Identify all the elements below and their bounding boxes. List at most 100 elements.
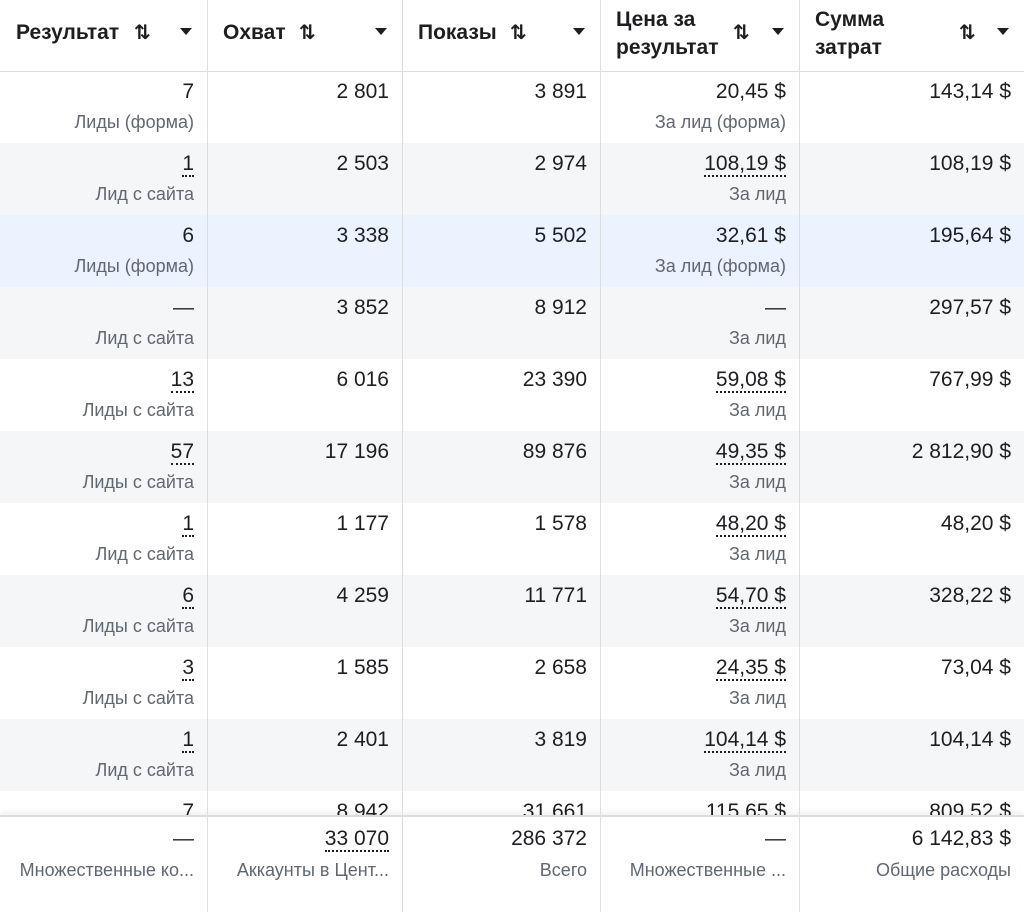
- result-label: Лид с сайта: [95, 760, 195, 780]
- result-value[interactable]: 1: [182, 152, 194, 177]
- sort-arrows-icon[interactable]: ⇅: [134, 22, 151, 44]
- table-row[interactable]: 1 Лид с сайта 1 177 1 578 48,20 $ За лид 48,20…: [0, 503, 1024, 575]
- sort-arrows-icon[interactable]: ⇅: [959, 22, 976, 44]
- amount-spent-value: 73,04 $: [940, 656, 1011, 679]
- impressions-cell: 2 658: [402, 647, 600, 719]
- cost-per-result-value[interactable]: 49,35 $: [715, 440, 786, 465]
- amount-spent-value: 195,64 $: [929, 224, 1011, 247]
- amount-spent-cell: 767,99 $: [799, 359, 1024, 431]
- caret-down-icon[interactable]: [997, 28, 1009, 35]
- table-row[interactable]: 3 Лиды с сайта 1 585 2 658 24,35 $ За лид 73,0…: [0, 647, 1024, 719]
- cost-per-result-cell: 48,20 $ За лид: [600, 503, 799, 575]
- result-cell: 1 Лид с сайта: [0, 503, 207, 575]
- cost-per-result-value[interactable]: 104,14 $: [704, 728, 786, 753]
- caret-down-icon[interactable]: [180, 28, 192, 35]
- reach-value: 3 852: [336, 296, 389, 319]
- table-row[interactable]: 6 Лиды с сайта 4 259 11 771 54,70 $ За лид 328…: [0, 575, 1024, 647]
- total-spend-label: Общие расходы: [875, 860, 1011, 880]
- amount-spent-value: 104,14 $: [929, 728, 1011, 751]
- column-header-impressions[interactable]: Показы ⇅: [402, 0, 600, 71]
- cost-per-result-value[interactable]: 48,20 $: [715, 512, 786, 537]
- column-header-amount-spent[interactable]: Сумма затрат ⇅: [799, 0, 1024, 71]
- column-divider[interactable]: [600, 0, 601, 912]
- amount-spent-cell: 328,22 $: [799, 575, 1024, 647]
- total-impressions-value: 286 372: [511, 827, 587, 850]
- result-cell: 13 Лиды с сайта: [0, 359, 207, 431]
- column-title: Охват: [223, 21, 286, 44]
- total-impressions-label: Всего: [539, 860, 587, 880]
- column-divider[interactable]: [402, 0, 403, 912]
- sort-arrows-icon[interactable]: ⇅: [299, 22, 316, 44]
- column-divider[interactable]: [799, 0, 800, 912]
- caret-down-icon[interactable]: [573, 28, 585, 35]
- result-value: 6: [182, 224, 194, 247]
- amount-spent-cell: 143,14 $: [799, 71, 1024, 143]
- total-result-label: Множественные ко...: [19, 860, 194, 880]
- table-row[interactable]: — Лид с сайта 3 852 8 912 — За лид 297,57 $: [0, 287, 1024, 359]
- cost-per-result-value[interactable]: 59,08 $: [715, 368, 786, 393]
- reach-value: 6 016: [336, 368, 389, 391]
- sort-arrows-icon[interactable]: ⇅: [733, 22, 750, 44]
- cost-per-result-cell: 104,14 $ За лид: [600, 719, 799, 791]
- total-cpr-value: —: [765, 827, 786, 850]
- column-header-cost-per-result[interactable]: Цена за результат ⇅: [600, 0, 799, 71]
- impressions-value: 2 658: [534, 656, 587, 679]
- cost-per-result-cell: 54,70 $ За лид: [600, 575, 799, 647]
- result-cell: 7: [0, 791, 207, 863]
- cost-per-result-label: За лид: [729, 400, 786, 420]
- column-title: Сумма затрат: [815, 8, 885, 59]
- total-reach-cell: 33 070 Аккаунты в Цент...: [207, 817, 402, 912]
- result-label: Лид с сайта: [95, 544, 195, 564]
- impressions-value: 23 390: [522, 368, 587, 391]
- table-row[interactable]: 1 Лид с сайта 2 503 2 974 108,19 $ За лид 108,…: [0, 143, 1024, 215]
- amount-spent-cell: 73,04 $: [799, 647, 1024, 719]
- caret-down-icon[interactable]: [772, 28, 784, 35]
- impressions-value: 3 891: [534, 80, 587, 103]
- result-cell: 3 Лиды с сайта: [0, 647, 207, 719]
- result-value[interactable]: 1: [182, 728, 194, 753]
- result-value[interactable]: 1: [182, 512, 194, 537]
- column-divider[interactable]: [207, 0, 208, 912]
- reach-value: 1 177: [336, 512, 389, 535]
- sort-arrows-icon[interactable]: ⇅: [510, 22, 527, 44]
- result-cell: 57 Лиды с сайта: [0, 431, 207, 503]
- table-row[interactable]: 6 Лиды (форма) 3 338 5 502 32,61 $ За лид (фо…: [0, 215, 1024, 287]
- cost-per-result-value[interactable]: 54,70 $: [715, 584, 786, 609]
- reach-cell: 6 016: [207, 359, 402, 431]
- cost-per-result-label: За лид: [729, 688, 786, 708]
- result-cell: 1 Лид с сайта: [0, 143, 207, 215]
- amount-spent-value: 108,19 $: [929, 152, 1011, 175]
- cost-per-result-value[interactable]: 108,19 $: [704, 152, 786, 177]
- impressions-value: 8 912: [534, 296, 587, 319]
- reach-value: 4 259: [336, 584, 389, 607]
- result-label: Лид с сайта: [95, 184, 195, 204]
- table-row[interactable]: 7 Лиды (форма) 2 801 3 891 20,45 $ За лид (фо…: [0, 71, 1024, 143]
- impressions-cell: 1 578: [402, 503, 600, 575]
- result-value[interactable]: 13: [170, 368, 194, 393]
- impressions-value: 5 502: [534, 224, 587, 247]
- table-row[interactable]: 1 Лид с сайта 2 401 3 819 104,14 $ За лид 104,…: [0, 719, 1024, 791]
- column-header-result[interactable]: Результат ⇅: [0, 0, 207, 71]
- amount-spent-value: 48,20 $: [940, 512, 1011, 535]
- result-value[interactable]: 3: [182, 656, 194, 681]
- result-value[interactable]: 57: [170, 440, 194, 465]
- impressions-cell: 3 819: [402, 719, 600, 791]
- cost-per-result-value[interactable]: 24,35 $: [715, 656, 786, 681]
- total-cpr-cell: — Множественные ...: [600, 817, 799, 912]
- result-cell: — Лид с сайта: [0, 287, 207, 359]
- reach-cell: 4 259: [207, 575, 402, 647]
- total-reach-value[interactable]: 33 070: [324, 827, 389, 852]
- caret-down-icon[interactable]: [375, 28, 387, 35]
- column-header-reach[interactable]: Охват ⇅: [207, 0, 402, 71]
- cost-per-result-label: За лид: [729, 184, 786, 204]
- table-row[interactable]: 57 Лиды с сайта 17 196 89 876 49,35 $ За лид 2…: [0, 431, 1024, 503]
- result-label: Лиды с сайта: [82, 688, 194, 708]
- amount-spent-cell: 104,14 $: [799, 719, 1024, 791]
- result-value: 7: [182, 800, 194, 823]
- result-value[interactable]: 6: [182, 584, 194, 609]
- reach-value: 2 503: [336, 152, 389, 175]
- total-impressions-cell: 286 372 Всего: [402, 817, 600, 912]
- table-row[interactable]: 13 Лиды с сайта 6 016 23 390 59,08 $ За лид 76…: [0, 359, 1024, 431]
- cost-per-result-label: За лид: [729, 472, 786, 492]
